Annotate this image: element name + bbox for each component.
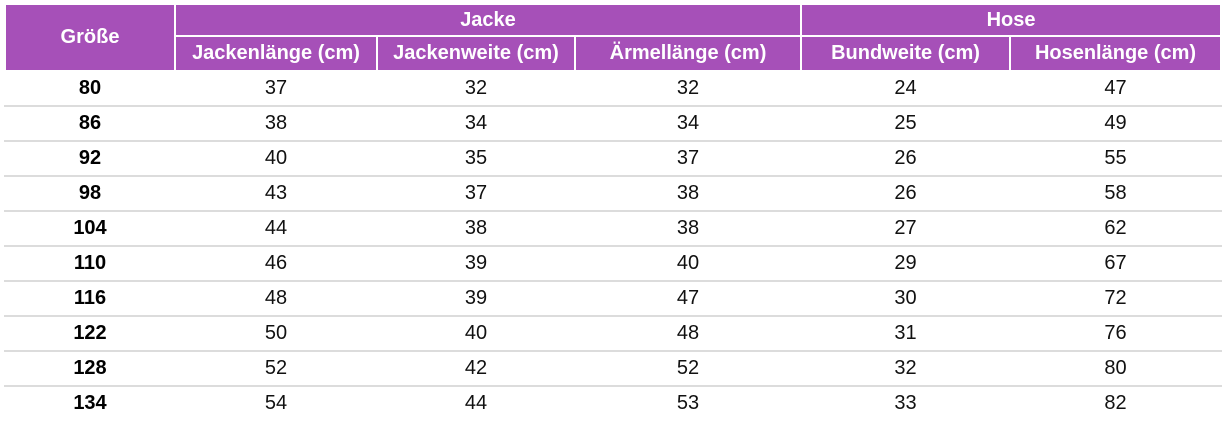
- measurement-cell: 39: [376, 246, 576, 282]
- table-row: 122 50 40 48 31 76: [4, 316, 1222, 352]
- table-row: 92 40 35 37 26 55: [4, 141, 1222, 177]
- table-row: 80 37 32 32 24 47: [4, 71, 1222, 107]
- size-cell: 98: [4, 176, 176, 212]
- size-cell: 104: [4, 211, 176, 247]
- measurement-cell: 30: [800, 281, 1012, 317]
- measurement-cell: 37: [573, 141, 803, 177]
- measurement-cell: 29: [800, 246, 1012, 282]
- measurement-cell: 50: [174, 316, 378, 352]
- measurement-cell: 39: [376, 281, 576, 317]
- measurement-cell: 33: [800, 386, 1012, 420]
- measurement-cell: 44: [174, 211, 378, 247]
- table-row: 134 54 44 53 33 82: [4, 386, 1222, 420]
- measurement-cell: 34: [573, 106, 803, 142]
- measurement-cell: 40: [174, 141, 378, 177]
- size-cell: 86: [4, 106, 176, 142]
- measurement-cell: 26: [800, 141, 1012, 177]
- measurement-cell: 40: [376, 316, 576, 352]
- table-row: 98 43 37 38 26 58: [4, 176, 1222, 212]
- size-column-header: Größe: [4, 3, 176, 72]
- measurement-cell: 67: [1009, 246, 1222, 282]
- header-column-row: Jackenlänge (cm) Jackenweite (cm) Ärmell…: [5, 35, 1222, 72]
- measurement-cell: 38: [573, 176, 803, 212]
- size-cell: 80: [4, 71, 176, 107]
- measurement-cell: 25: [800, 106, 1012, 142]
- measurement-cell: 32: [376, 71, 576, 107]
- measurement-cell: 58: [1009, 176, 1222, 212]
- measurement-cell: 82: [1009, 386, 1222, 420]
- table-row: 86 38 34 34 25 49: [4, 106, 1222, 142]
- header-group-row: Größe Jacke Hose: [4, 3, 1222, 72]
- column-header-jackenweite: Jackenweite (cm): [376, 35, 576, 72]
- size-cell: 134: [4, 386, 176, 420]
- table-body: 80 37 32 32 24 47 86 38 34 34 25 49 92 40 35 37 26 55 98 43…: [4, 71, 1222, 420]
- measurement-cell: 47: [573, 281, 803, 317]
- table-row: 104 44 38 38 27 62: [4, 211, 1222, 247]
- size-cell: 116: [4, 281, 176, 317]
- measurement-cell: 46: [174, 246, 378, 282]
- measurement-cell: 72: [1009, 281, 1222, 317]
- measurement-cell: 52: [174, 351, 378, 387]
- measurement-cell: 43: [174, 176, 378, 212]
- measurement-cell: 38: [174, 106, 378, 142]
- size-cell: 122: [4, 316, 176, 352]
- size-cell: 92: [4, 141, 176, 177]
- size-cell: 128: [4, 351, 176, 387]
- measurement-cell: 80: [1009, 351, 1222, 387]
- measurement-cell: 44: [376, 386, 576, 420]
- measurement-cell: 32: [800, 351, 1012, 387]
- measurement-cell: 40: [573, 246, 803, 282]
- measurement-cell: 48: [573, 316, 803, 352]
- size-chart-table: Größe Jacke Hose Jackenlänge (cm) Jacken…: [4, 3, 1222, 420]
- table-row: 110 46 39 40 29 67: [4, 246, 1222, 282]
- column-header-aermellaenge: Ärmellänge (cm): [573, 35, 803, 72]
- measurement-cell: 48: [174, 281, 378, 317]
- table-header: Größe Jacke Hose Jackenlänge (cm) Jacken…: [4, 3, 1222, 72]
- measurement-cell: 31: [800, 316, 1012, 352]
- measurement-cell: 52: [573, 351, 803, 387]
- column-header-hosenlaenge: Hosenlänge (cm): [1009, 35, 1222, 72]
- measurement-cell: 55: [1009, 141, 1222, 177]
- measurement-cell: 27: [800, 211, 1012, 247]
- group-header-hose: Hose: [800, 3, 1222, 37]
- column-header-jackenlaenge: Jackenlänge (cm): [174, 35, 378, 72]
- size-cell: 110: [4, 246, 176, 282]
- measurement-cell: 37: [376, 176, 576, 212]
- measurement-cell: 54: [174, 386, 378, 420]
- measurement-cell: 37: [174, 71, 378, 107]
- measurement-cell: 35: [376, 141, 576, 177]
- table-row: 116 48 39 47 30 72: [4, 281, 1222, 317]
- measurement-cell: 76: [1009, 316, 1222, 352]
- measurement-cell: 62: [1009, 211, 1222, 247]
- table-row: 128 52 42 52 32 80: [4, 351, 1222, 387]
- measurement-cell: 49: [1009, 106, 1222, 142]
- measurement-cell: 38: [573, 211, 803, 247]
- measurement-cell: 53: [573, 386, 803, 420]
- measurement-cell: 26: [800, 176, 1012, 212]
- measurement-cell: 24: [800, 71, 1012, 107]
- measurement-cell: 47: [1009, 71, 1222, 107]
- group-header-jacke: Jacke: [173, 3, 803, 37]
- measurement-cell: 34: [376, 106, 576, 142]
- measurement-cell: 42: [376, 351, 576, 387]
- measurement-cell: 32: [573, 71, 803, 107]
- column-header-bundweite: Bundweite (cm): [800, 35, 1012, 72]
- measurement-cell: 38: [376, 211, 576, 247]
